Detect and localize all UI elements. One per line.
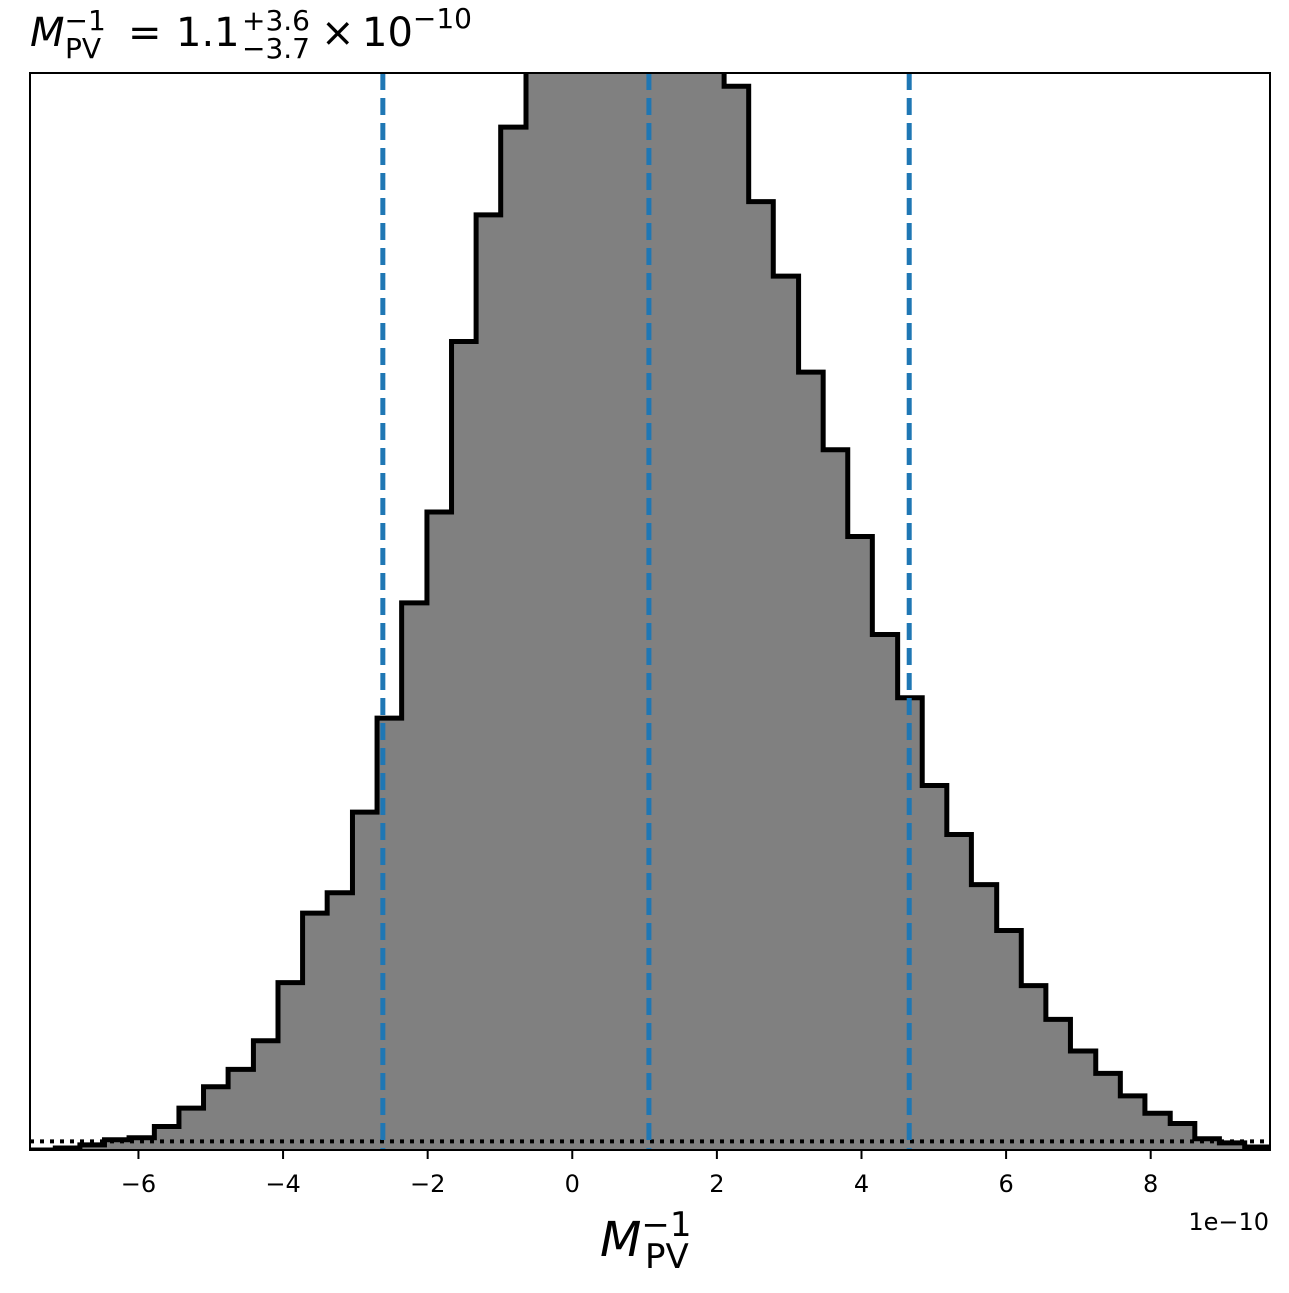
title-err-plus: +3.6	[242, 4, 310, 37]
title-err-minus: −3.7	[242, 32, 310, 65]
title-base: 10	[362, 10, 413, 56]
histogram-bar	[922, 785, 948, 1150]
x-tick-label: −4	[265, 1170, 300, 1198]
histogram-bar	[625, 73, 651, 1150]
histogram-bar	[1070, 1050, 1097, 1150]
histogram-bar	[178, 1108, 205, 1150]
histogram-bar	[1045, 1019, 1071, 1150]
histogram-bar	[1144, 1113, 1171, 1150]
title-symbol: M	[30, 10, 65, 56]
histogram-bar	[500, 127, 527, 1150]
histogram-bar	[451, 341, 477, 1150]
histogram-bar	[1219, 1142, 1246, 1150]
histogram-bar	[129, 1137, 155, 1150]
x-axis-label: M−1 PV	[600, 1205, 692, 1277]
histogram-bar	[79, 1144, 105, 1150]
histogram-bar	[599, 73, 626, 1150]
histogram-bar	[278, 982, 304, 1150]
histogram-bar	[946, 834, 972, 1150]
histogram-step-outline	[30, 73, 1270, 1150]
title-symbol-sup: −1	[65, 4, 106, 37]
x-axis-ticks: −6 −4 −2 0 2 4 6 8	[121, 1150, 1158, 1198]
xlabel-sub: PV	[645, 1237, 689, 1277]
histogram-bar	[426, 511, 453, 1150]
histogram-bar	[228, 1069, 254, 1150]
histogram-bar	[526, 73, 552, 1150]
histogram-bar	[872, 634, 899, 1150]
histogram-bar	[302, 913, 328, 1150]
title-symbol-sub: PV	[65, 32, 101, 65]
histogram-bar	[575, 73, 601, 1150]
histogram-bars	[30, 73, 1270, 1150]
histogram-bar	[847, 536, 873, 1150]
x-tick-label: 6	[998, 1170, 1013, 1198]
title-times: ×	[321, 10, 355, 56]
histogram-bar	[253, 1040, 279, 1150]
histogram-bar	[550, 73, 576, 1150]
histogram-bar	[1021, 985, 1047, 1150]
x-tick-label: −6	[121, 1170, 156, 1198]
histogram-bar	[401, 602, 428, 1150]
histogram-bar	[996, 930, 1022, 1150]
x-tick-label: 8	[1143, 1170, 1158, 1198]
histogram-bar	[1194, 1138, 1220, 1150]
histogram-bar	[773, 276, 800, 1150]
histogram-bar	[971, 884, 998, 1150]
histogram-bar	[748, 201, 774, 1150]
x-tick-label: 2	[709, 1170, 724, 1198]
histogram-bar	[823, 449, 849, 1150]
histogram-bar	[1095, 1073, 1121, 1150]
histogram-bar	[352, 812, 378, 1150]
x-tick-label: 4	[854, 1170, 869, 1198]
histogram-bar	[1170, 1123, 1196, 1150]
histogram-bar	[649, 73, 675, 1150]
plot-frame	[29, 72, 1271, 1151]
histogram-bar	[154, 1126, 180, 1150]
x-offset-text: 1e−10	[1188, 1208, 1269, 1236]
x-tick-label: 0	[565, 1170, 580, 1198]
histogram-bar	[476, 214, 502, 1150]
title-value: 1.1	[176, 10, 240, 56]
histogram-bar	[327, 892, 353, 1150]
xlabel-sup: −1	[641, 1205, 691, 1245]
x-tick-label: −2	[410, 1170, 445, 1198]
histogram-bar	[674, 73, 701, 1150]
histogram-bar	[203, 1086, 229, 1150]
histogram-bar	[798, 372, 824, 1150]
title-exp: −10	[413, 2, 472, 35]
xlabel-symbol: M	[600, 1212, 641, 1268]
histogram-bar	[699, 73, 725, 1150]
chart-title: M−1 PV = 1.1+3.6 −3.7 × 10−10	[30, 2, 472, 65]
histogram-bar	[724, 86, 750, 1150]
title-equals: =	[128, 10, 162, 56]
histogram-bar	[104, 1139, 130, 1150]
quantile-lines	[380, 73, 912, 1150]
